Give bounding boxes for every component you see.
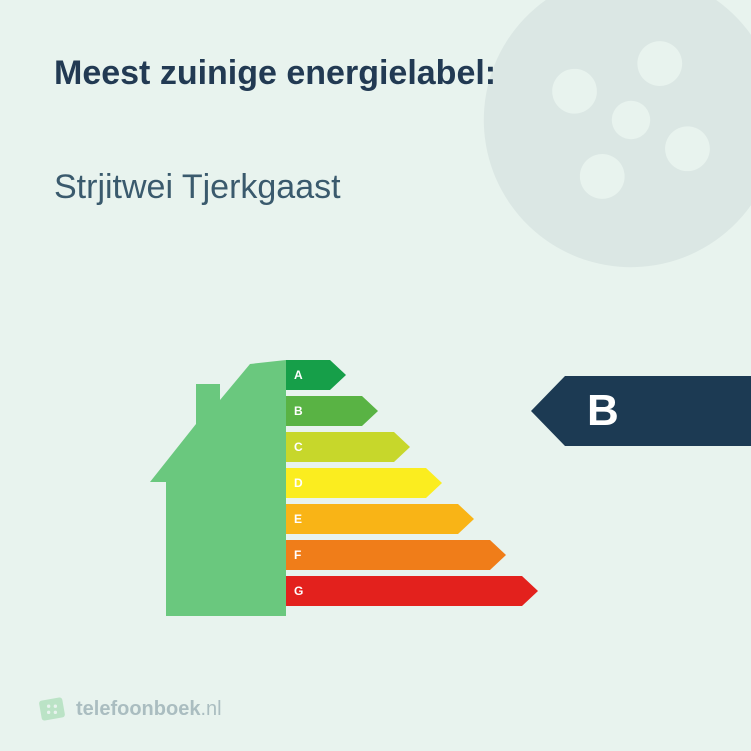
result-label: B <box>587 386 619 436</box>
energy-bar-f: F <box>286 540 506 570</box>
energy-bar-g: G <box>286 576 538 606</box>
energy-bar-label: F <box>294 548 301 562</box>
result-badge-shape <box>531 376 751 446</box>
energy-bar-label: D <box>294 476 303 490</box>
location-name: Strjitwei Tjerkgaast <box>54 168 341 207</box>
energy-bar-label: E <box>294 512 302 526</box>
energy-bar-e: E <box>286 504 474 534</box>
phonebook-icon <box>38 695 66 723</box>
energy-bar-b: B <box>286 396 378 426</box>
house-icon <box>150 360 286 616</box>
energy-bar-d: D <box>286 468 442 498</box>
footer-branding: telefoonboek.nl <box>38 695 222 723</box>
energy-bar-c: C <box>286 432 410 462</box>
energy-bar-label: B <box>294 404 303 418</box>
result-badge: B <box>531 376 751 446</box>
brand-name-bold: telefoonboek <box>76 698 200 720</box>
footer-text: telefoonboek.nl <box>76 698 222 721</box>
page-title: Meest zuinige energielabel: <box>54 54 496 93</box>
brand-name-tld: .nl <box>200 698 221 720</box>
energy-bar-label: C <box>294 440 303 454</box>
energy-bar-a: A <box>286 360 346 390</box>
energy-bar-label: G <box>294 584 303 598</box>
energy-bar-label: A <box>294 368 303 382</box>
watermark-dial-icon <box>429 0 751 322</box>
